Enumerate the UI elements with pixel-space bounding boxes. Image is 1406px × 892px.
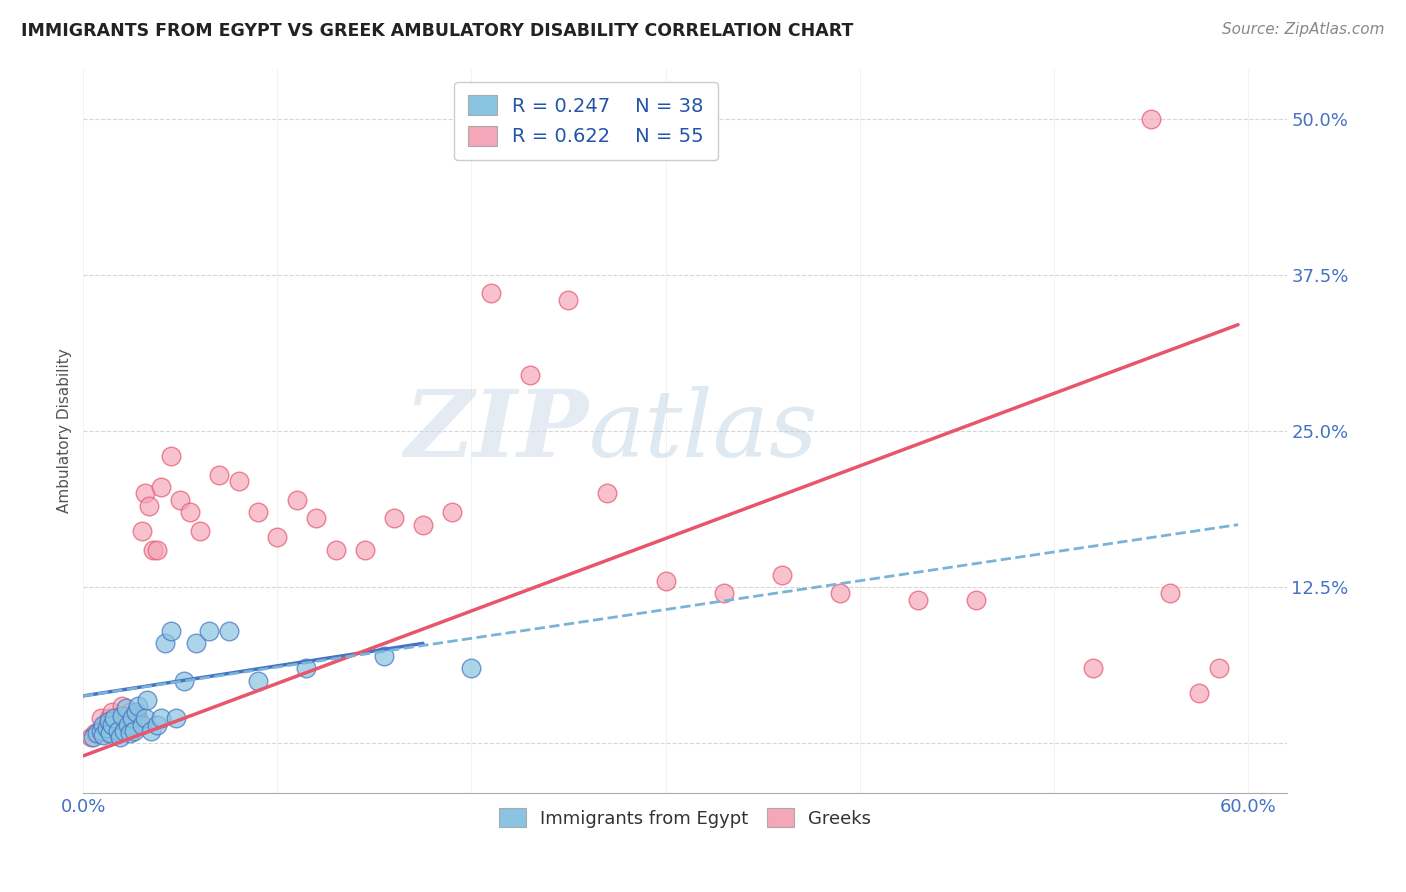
Point [188,524,211,538]
Point [103,714,125,728]
Point [142,542,165,557]
Point [91,717,114,731]
Point [91,723,114,738]
Point [208,467,231,482]
Point [138,499,160,513]
Point [153,636,176,650]
Point [1159,586,1181,600]
Text: atlas: atlas [589,386,818,476]
Point [159,449,181,463]
Point [519,368,541,382]
Point [146,542,169,557]
Point [830,586,852,600]
Point [111,709,134,723]
Point [103,711,125,725]
Point [125,705,148,719]
Point [460,661,482,675]
Point [654,574,676,588]
Point [93,717,115,731]
Point [108,730,131,744]
Point [285,492,308,507]
Point [121,711,143,725]
Point [295,661,318,675]
Point [159,624,181,638]
Point [118,705,141,719]
Point [118,726,141,740]
Point [412,517,434,532]
Point [97,714,120,728]
Point [184,636,207,650]
Point [373,648,395,663]
Point [82,730,104,744]
Text: IMMIGRANTS FROM EGYPT VS GREEK AMBULATORY DISABILITY CORRELATION CHART: IMMIGRANTS FROM EGYPT VS GREEK AMBULATOR… [21,22,853,40]
Point [107,717,129,731]
Point [382,511,405,525]
Point [141,723,163,738]
Point [127,711,149,725]
Point [122,723,145,738]
Point [1208,661,1230,675]
Point [96,726,118,740]
Point [100,726,122,740]
Point [96,722,118,736]
Point [80,730,103,744]
Point [1139,112,1161,126]
Point [218,624,240,638]
Point [91,728,114,742]
Point [101,717,124,731]
Point [266,530,288,544]
Legend: Immigrants from Egypt, Greeks: Immigrants from Egypt, Greeks [492,801,879,835]
Point [907,592,929,607]
Point [108,709,131,723]
Point [101,705,124,719]
Point [107,723,129,738]
Point [131,717,153,731]
Point [198,624,221,638]
Point [87,723,110,738]
Point [112,723,135,738]
Point [134,486,156,500]
Text: ZIP: ZIP [405,386,589,476]
Point [134,711,156,725]
Point [165,711,187,725]
Point [149,480,172,494]
Point [86,726,108,740]
Point [596,486,619,500]
Text: Source: ZipAtlas.com: Source: ZipAtlas.com [1222,22,1385,37]
Point [149,711,172,725]
Point [353,542,375,557]
Point [1188,686,1211,700]
Point [713,586,735,600]
Point [305,511,328,525]
Point [100,722,122,736]
Point [121,717,143,731]
Point [125,709,148,723]
Point [479,286,502,301]
Point [770,567,793,582]
Point [246,673,269,688]
Point [965,592,987,607]
Point [173,673,195,688]
Point [1081,661,1104,675]
Point [90,723,112,738]
Point [146,717,169,731]
Point [325,542,347,557]
Point [84,726,107,740]
Point [246,505,269,519]
Y-axis label: Ambulatory Disability: Ambulatory Disability [58,349,72,513]
Point [179,505,201,519]
Point [441,505,464,519]
Point [557,293,579,307]
Point [115,711,138,725]
Point [136,692,159,706]
Point [115,701,138,715]
Point [228,474,250,488]
Point [127,698,149,713]
Point [90,711,112,725]
Point [111,698,134,713]
Point [97,711,120,725]
Point [117,717,139,731]
Point [131,524,153,538]
Point [169,492,191,507]
